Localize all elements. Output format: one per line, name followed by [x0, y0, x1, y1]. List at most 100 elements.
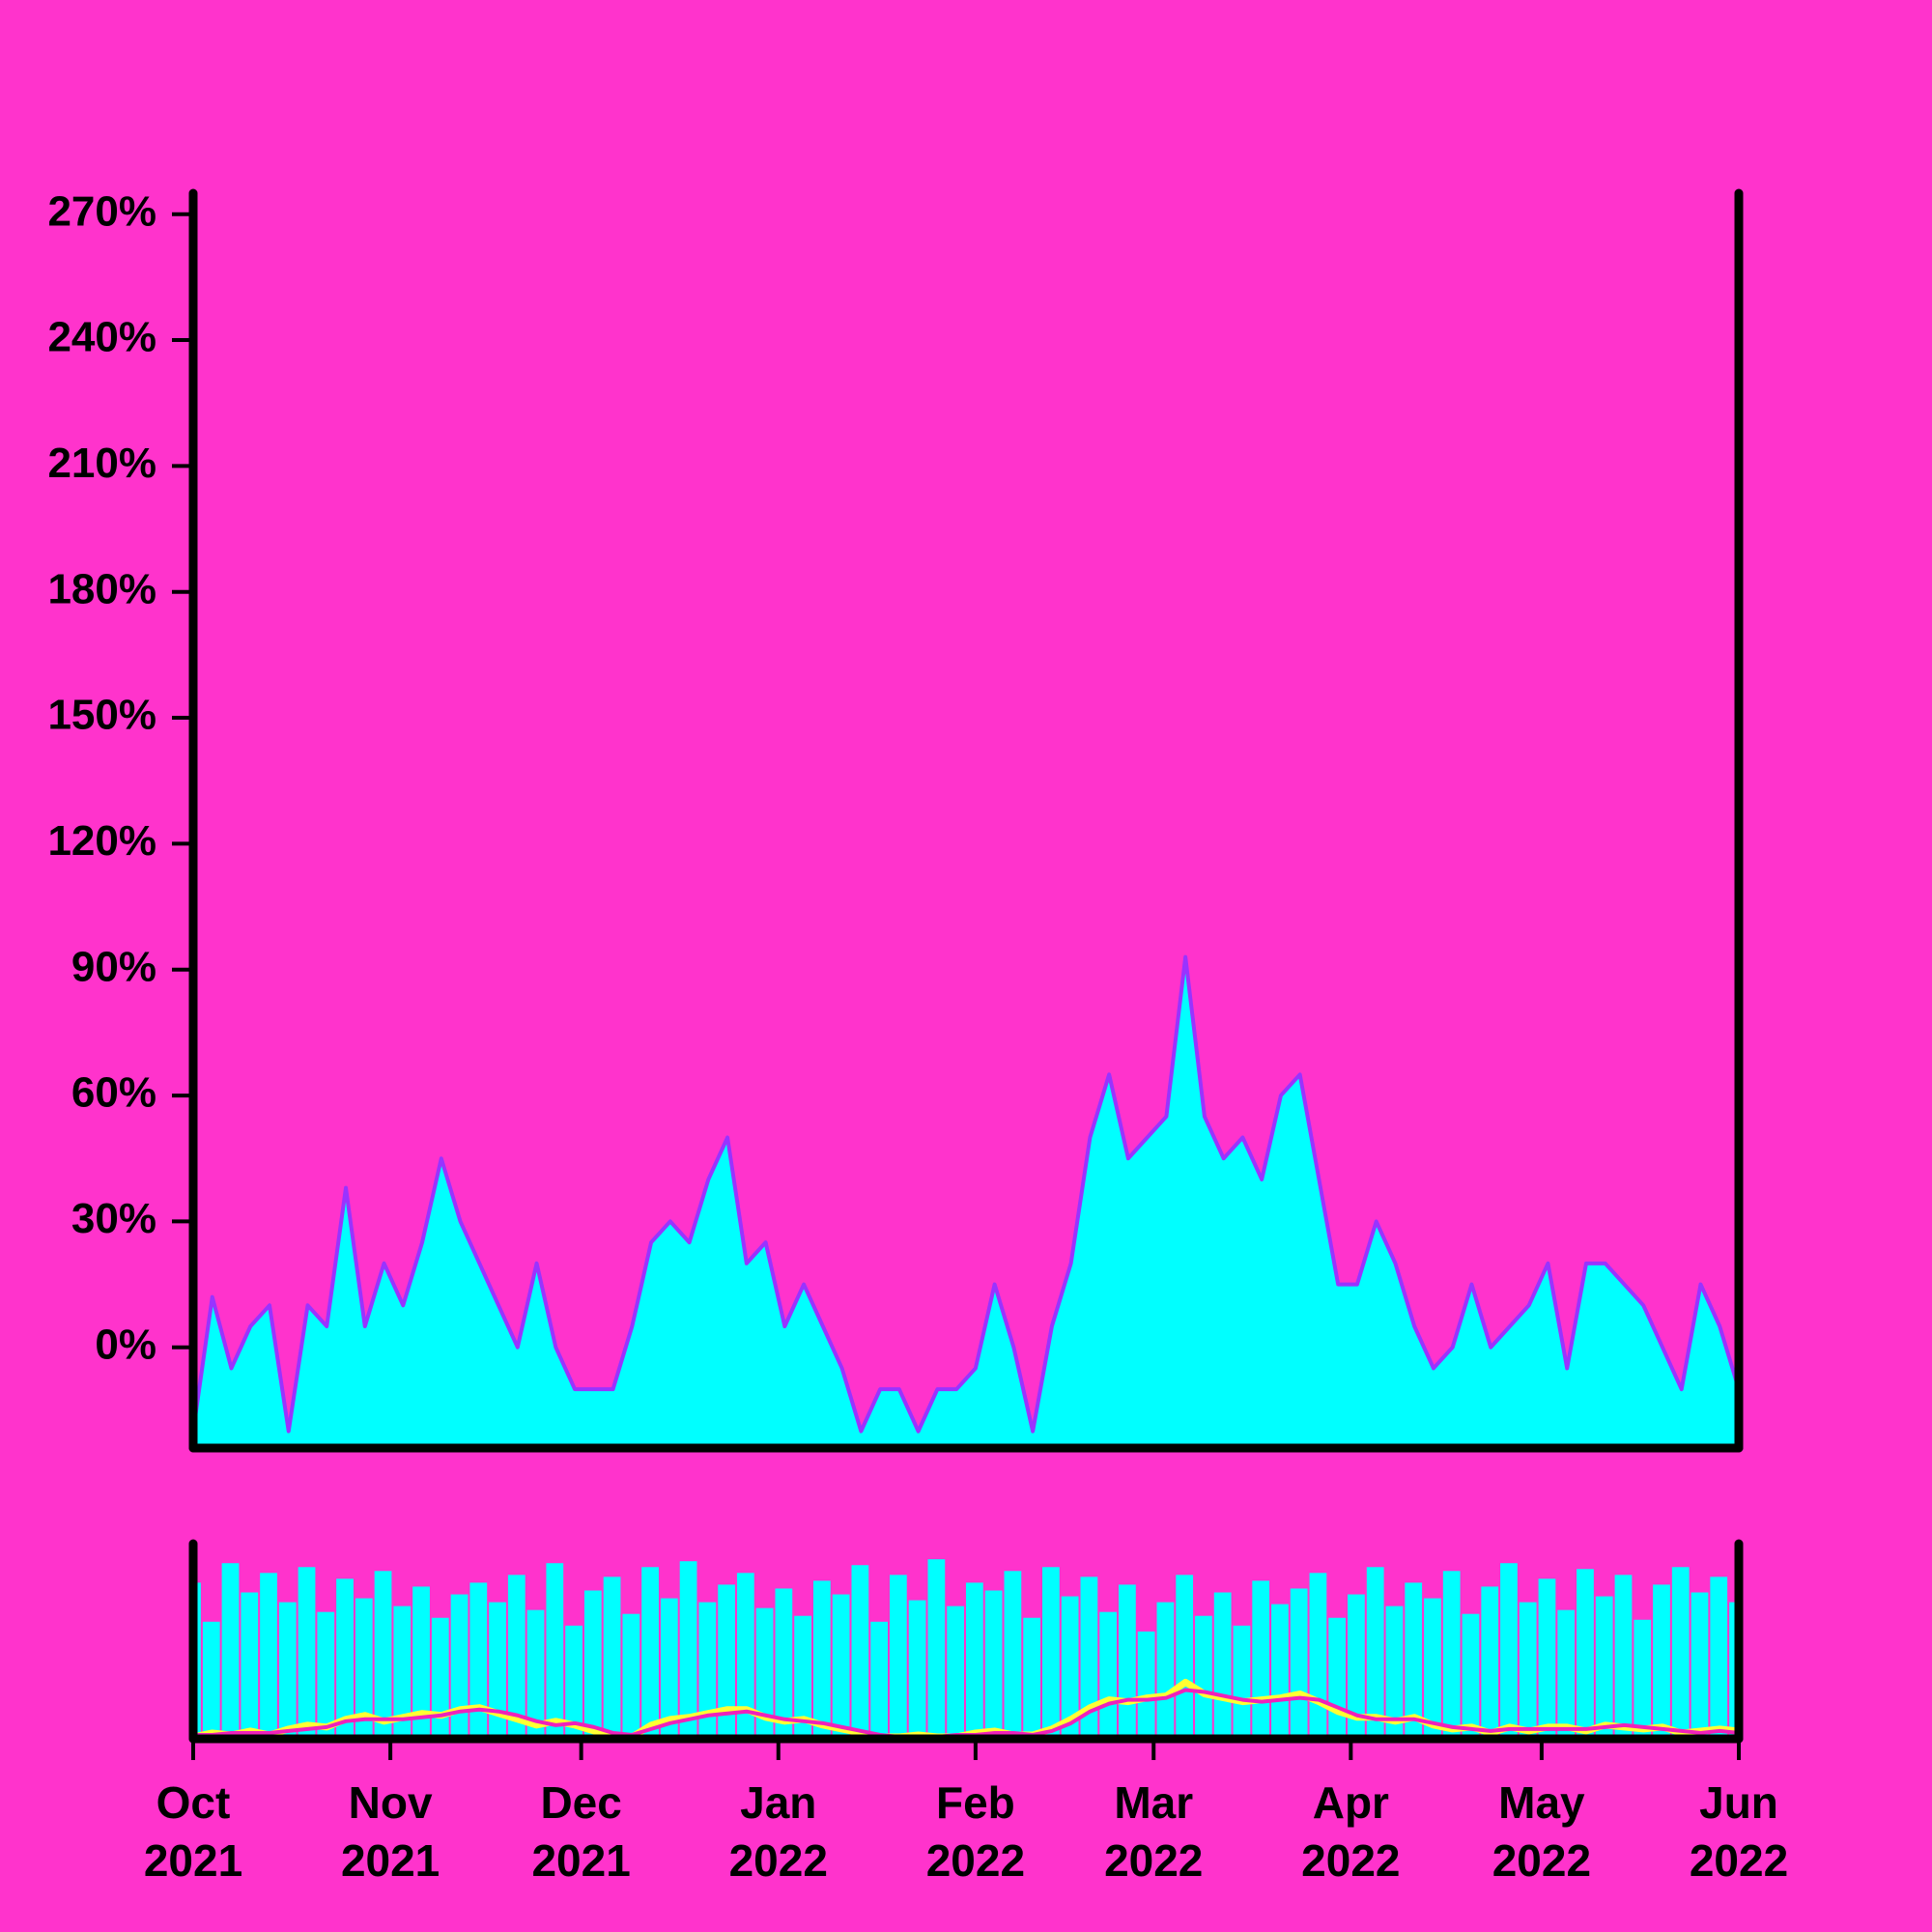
- bar: [583, 1590, 602, 1739]
- bar: [641, 1567, 659, 1739]
- bar: [1366, 1567, 1384, 1739]
- bar: [489, 1602, 506, 1739]
- y-tick-label: 60%: [71, 1069, 156, 1117]
- bar: [794, 1615, 811, 1739]
- bar: [984, 1590, 1003, 1739]
- bar: [1004, 1571, 1022, 1739]
- y-tick-label: 180%: [47, 565, 156, 612]
- bar: [412, 1586, 430, 1739]
- bar: [221, 1563, 240, 1739]
- bar: [870, 1621, 888, 1739]
- bar: [1252, 1580, 1270, 1739]
- bar: [565, 1625, 582, 1739]
- x-tick-label: Dec 2021: [531, 1777, 631, 1886]
- bar: [355, 1598, 373, 1739]
- bar: [1690, 1592, 1709, 1739]
- bar: [546, 1563, 564, 1739]
- bar: [202, 1621, 220, 1739]
- bar: [1213, 1592, 1232, 1739]
- bar: [298, 1567, 316, 1739]
- bar: [622, 1613, 640, 1739]
- bar: [736, 1573, 754, 1739]
- bar: [1634, 1619, 1652, 1739]
- y-tick-label: 270%: [47, 187, 156, 235]
- bar: [1557, 1609, 1576, 1739]
- x-tick-label: Mar 2022: [1104, 1777, 1204, 1886]
- bar: [603, 1577, 621, 1739]
- line: [191, 954, 1741, 1434]
- bar: [1137, 1631, 1155, 1739]
- bar: [1309, 1573, 1327, 1739]
- x-tick-label: Feb 2022: [925, 1777, 1026, 1886]
- x-tick-label: Jun 2022: [1689, 1777, 1789, 1886]
- bar: [679, 1561, 697, 1739]
- bar: [1271, 1604, 1289, 1739]
- bar: [1099, 1611, 1118, 1739]
- bar: [1462, 1613, 1480, 1739]
- bar: [1500, 1563, 1518, 1739]
- bar: [1519, 1602, 1537, 1739]
- y-tick-label: 30%: [71, 1195, 156, 1242]
- bar: [1385, 1605, 1404, 1739]
- bar: [507, 1575, 526, 1739]
- bar: [1653, 1584, 1670, 1739]
- bar: [966, 1582, 983, 1739]
- bar: [278, 1602, 297, 1739]
- bar: [927, 1559, 946, 1739]
- x-tick-label: Oct 2021: [143, 1777, 243, 1886]
- bar: [908, 1600, 926, 1739]
- bar: [1023, 1617, 1041, 1739]
- bar: [1233, 1625, 1251, 1739]
- bar: [1042, 1567, 1060, 1739]
- bar: [1424, 1598, 1441, 1739]
- bar: [1671, 1567, 1690, 1739]
- x-tick-label: Jan 2022: [728, 1777, 828, 1886]
- bar: [718, 1584, 735, 1739]
- y-tick-label: 0%: [95, 1321, 156, 1368]
- bar: [1595, 1596, 1613, 1739]
- x-tick-label: Nov 2021: [340, 1777, 440, 1886]
- bar: [336, 1578, 354, 1739]
- area: [193, 956, 1739, 1448]
- bar: [526, 1609, 545, 1739]
- y-tick-label: 240%: [47, 314, 156, 361]
- bar: [1119, 1584, 1136, 1739]
- bar: [393, 1605, 412, 1739]
- bar: [1176, 1575, 1194, 1739]
- bar: [947, 1605, 964, 1739]
- bar: [450, 1594, 469, 1739]
- bar: [317, 1611, 335, 1739]
- bar: [469, 1582, 488, 1739]
- bar: [431, 1617, 449, 1739]
- bar: [698, 1602, 717, 1739]
- bar: [1061, 1596, 1079, 1739]
- bar: [1156, 1602, 1175, 1739]
- bar: [241, 1592, 259, 1739]
- bar: [374, 1571, 392, 1739]
- bar: [1729, 1602, 1737, 1739]
- bar: [1614, 1575, 1633, 1739]
- bar: [851, 1565, 869, 1739]
- bar: [812, 1580, 831, 1739]
- y-tick-label: 120%: [47, 817, 156, 865]
- bar: [1710, 1577, 1728, 1739]
- bar: [889, 1575, 907, 1739]
- bar: [1538, 1578, 1556, 1739]
- bar: [1577, 1569, 1594, 1739]
- bar: [660, 1598, 678, 1739]
- bar: [260, 1573, 277, 1739]
- bar: [1328, 1617, 1347, 1739]
- x-tick-label: May 2022: [1492, 1777, 1592, 1886]
- x-tick-label: Apr 2022: [1301, 1777, 1401, 1886]
- bar: [1195, 1615, 1212, 1739]
- y-tick-label: 210%: [47, 440, 156, 487]
- bar: [1080, 1577, 1098, 1739]
- bar: [1442, 1571, 1461, 1739]
- bar: [832, 1594, 850, 1739]
- bar: [755, 1607, 774, 1739]
- bar: [1348, 1594, 1365, 1739]
- bar: [1290, 1588, 1308, 1739]
- bar: [775, 1588, 793, 1739]
